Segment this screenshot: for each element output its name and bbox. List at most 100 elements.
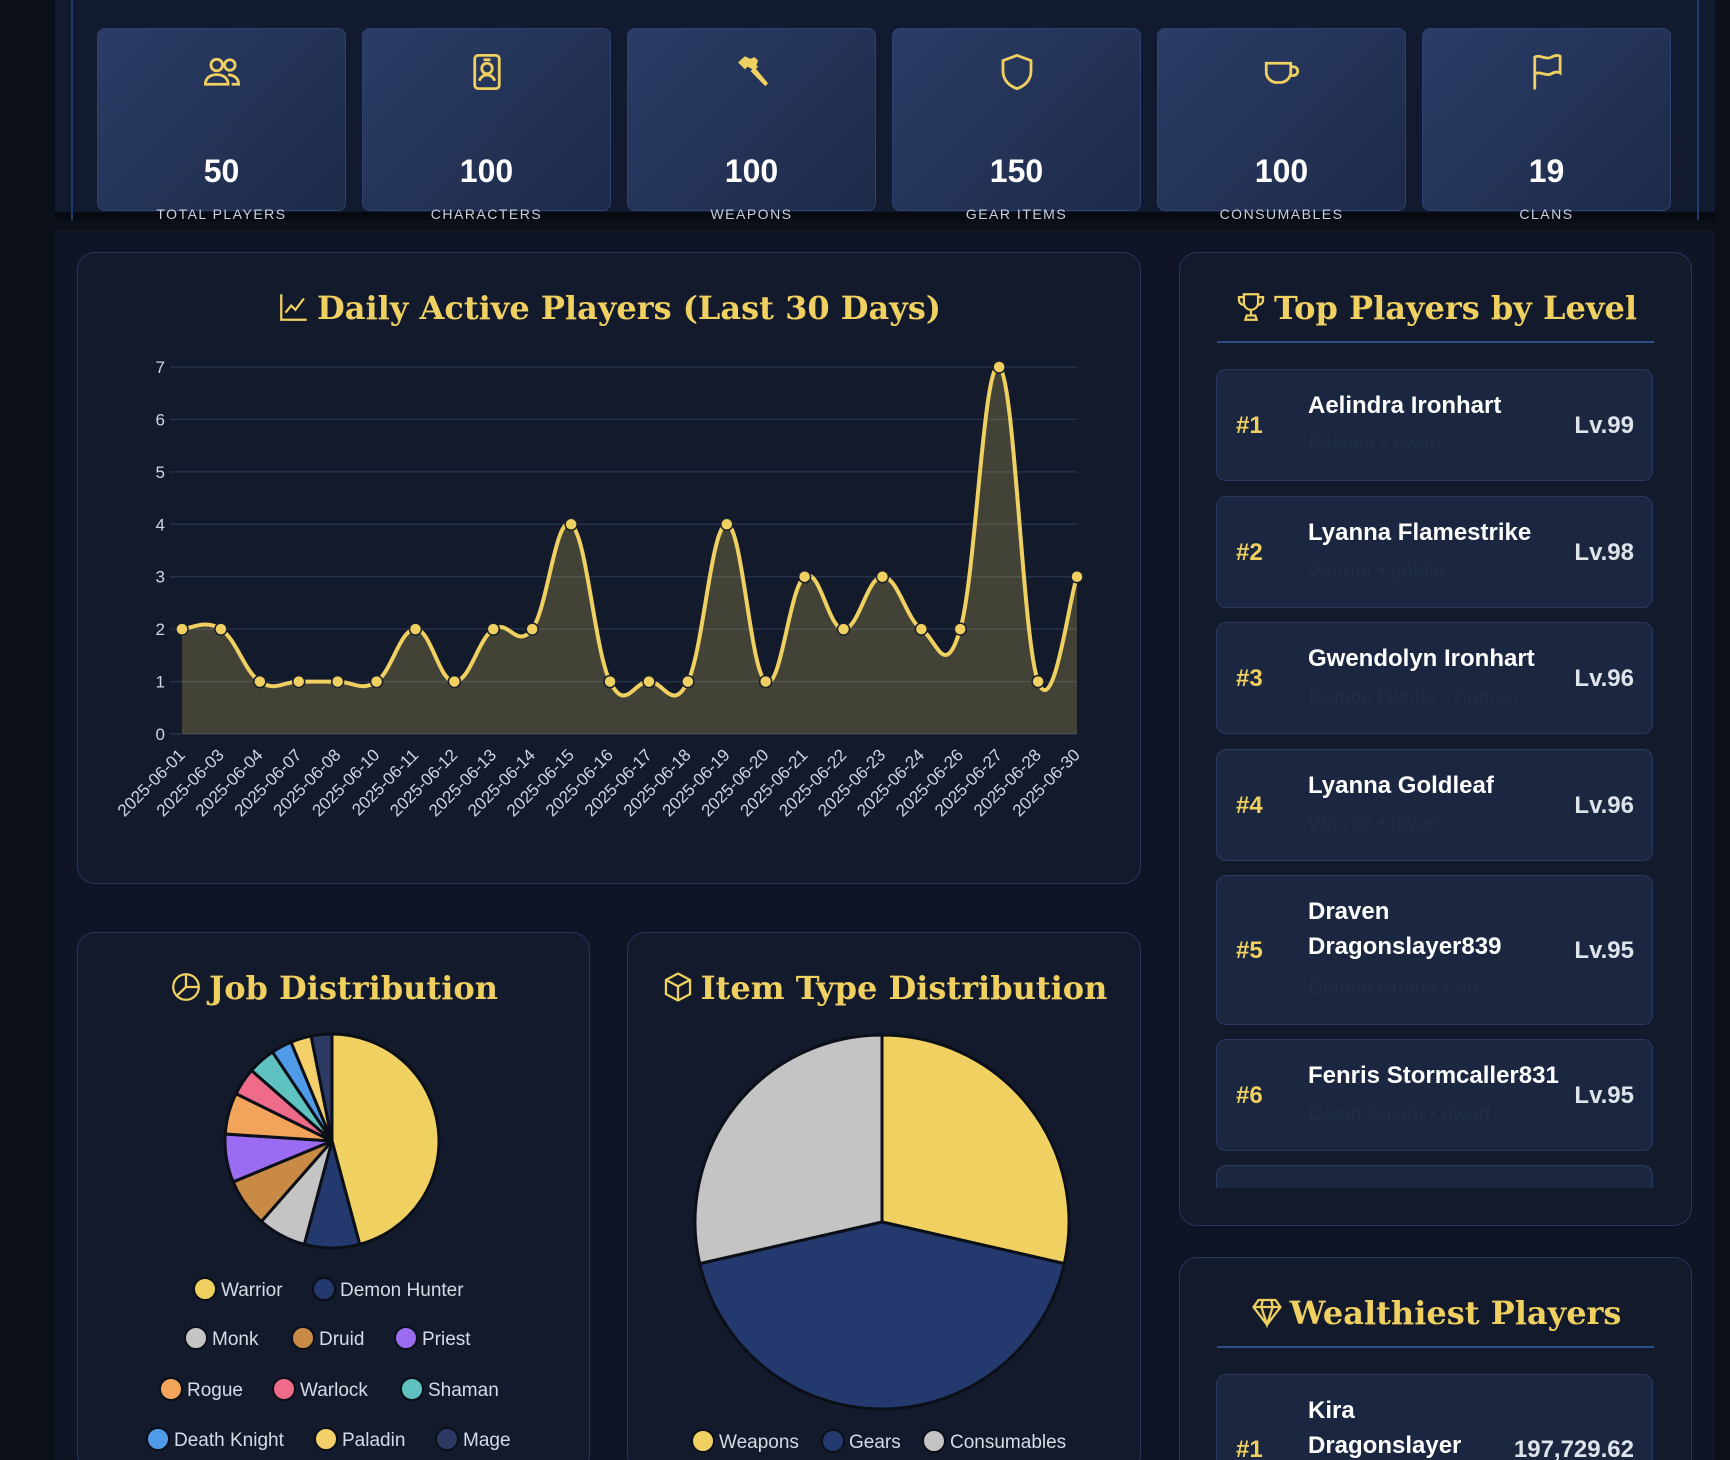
data-point[interactable] (408, 622, 423, 636)
wealth-amount: 197,729.62 (1513, 1436, 1634, 1460)
y-tick-label: 4 (156, 515, 165, 534)
mug-icon (1264, 61, 1299, 84)
data-point[interactable] (875, 569, 890, 584)
player-card[interactable]: #3 Gwendolyn Ironhart Demon Hunter • hum… (1216, 622, 1653, 734)
player-name: Lyanna Goldleaf (1308, 772, 1494, 799)
data-point[interactable] (797, 569, 812, 584)
data-point[interactable] (914, 622, 929, 636)
player-rank: #6 (1236, 1082, 1263, 1109)
data-point[interactable] (291, 674, 306, 689)
stat-card-characters: 100 CHARACTERS (362, 28, 611, 222)
line-chart-icon (280, 294, 307, 321)
player-name: Gwendolyn Ironhart (1308, 645, 1535, 672)
legend-item[interactable]: Consumables (922, 1429, 1066, 1454)
legend-item[interactable]: Rogue (159, 1377, 243, 1402)
data-point[interactable] (603, 674, 617, 689)
pie-slice[interactable] (309, 1032, 334, 1142)
stat-value: 150 (989, 153, 1044, 189)
player-card[interactable]: #2 Lyanna Flamestrike Warrior • goblin L… (1216, 496, 1653, 608)
data-point[interactable] (486, 622, 501, 636)
player-rank: #5 (1236, 937, 1263, 964)
job-distribution-panel: Job Distribution (77, 932, 590, 1460)
stat-label: CONSUMABLES (1219, 206, 1344, 222)
data-point[interactable] (992, 360, 1006, 374)
stat-value: 100 (459, 153, 514, 189)
stat-value: 100 (724, 153, 779, 189)
player-rank: #4 (1236, 792, 1263, 819)
legend-label: Shaman (428, 1380, 499, 1401)
player-subtitle: Death Knight • dwarf (1308, 1103, 1491, 1125)
data-point[interactable] (681, 674, 695, 689)
pie-slice[interactable] (330, 1032, 441, 1247)
data-point[interactable] (720, 517, 734, 532)
stats-container (71, 0, 1699, 220)
users-icon (203, 57, 240, 86)
data-point[interactable] (330, 674, 345, 689)
data-point[interactable] (758, 674, 773, 689)
wealth-card[interactable]: #1 Kira Dragonslayer 197,729.62 (1216, 1374, 1653, 1460)
legend-item[interactable]: Gears (821, 1429, 901, 1454)
legend-item[interactable]: Paladin (314, 1427, 405, 1452)
daily-active-panel: Daily Active Players (Last 30 Days) (77, 252, 1141, 884)
y-tick-label: 6 (156, 410, 165, 429)
legend-item[interactable]: Weapons (691, 1429, 799, 1454)
top-players-title: Top Players by Level (1180, 289, 1691, 327)
legend-item[interactable]: Druid (291, 1326, 364, 1351)
data-point[interactable] (175, 622, 189, 636)
data-point[interactable] (642, 674, 656, 689)
player-card-partial[interactable] (1216, 1165, 1653, 1188)
y-tick-label: 1 (156, 673, 165, 692)
legend-item[interactable]: Demon Hunter (312, 1277, 464, 1302)
data-point[interactable] (447, 674, 462, 689)
legend-item[interactable]: Death Knight (146, 1427, 284, 1452)
legend-item[interactable]: Shaman (400, 1377, 499, 1402)
legend-label: Mage (463, 1430, 511, 1451)
player-card[interactable]: #6 Fenris Stormcaller831 Death Knight • … (1216, 1039, 1653, 1151)
player-subtitle: Demon Hunter • human (1308, 686, 1518, 708)
player-card[interactable]: #5 Draven Dragonslayer839 Demon Hunter •… (1216, 875, 1653, 1025)
legend-label: Weapons (719, 1432, 799, 1453)
legend-swatch (184, 1326, 208, 1350)
player-card[interactable]: #1 Aelindra Ironhart Paladin • dwarf Lv.… (1216, 369, 1653, 481)
legend-swatch (291, 1326, 315, 1350)
legend-item[interactable]: Warlock (272, 1377, 368, 1402)
legend-label: Priest (422, 1329, 471, 1350)
player-level: Lv.99 (1574, 412, 1634, 439)
pie-slice[interactable] (693, 1033, 884, 1266)
stat-value: 50 (203, 153, 240, 189)
data-point[interactable] (564, 517, 578, 532)
player-level: Lv.96 (1574, 665, 1634, 692)
data-point[interactable] (369, 674, 384, 689)
y-tick-label: 2 (156, 620, 165, 639)
legend-swatch (312, 1277, 336, 1301)
stat-label: TOTAL PLAYERS (156, 206, 287, 222)
legend-label: Rogue (187, 1380, 243, 1401)
player-name: Lyanna Flamestrike (1308, 519, 1532, 546)
data-point[interactable] (214, 622, 228, 636)
legend-item[interactable]: Mage (435, 1427, 511, 1452)
stat-card-consumables: 100 CONSUMABLES (1157, 28, 1406, 222)
data-point[interactable] (253, 674, 267, 689)
legend-item[interactable]: Warrior (193, 1277, 283, 1302)
wealthiest-title: Wealthiest Players (1180, 1294, 1691, 1332)
legend-item[interactable]: Monk (184, 1326, 258, 1351)
data-point[interactable] (836, 622, 851, 636)
player-level: Lv.96 (1574, 792, 1634, 819)
title-underline (1217, 1346, 1654, 1348)
player-name: Draven Dragonslayer839 (1308, 898, 1502, 960)
data-point[interactable] (953, 622, 968, 636)
data-point[interactable] (525, 622, 539, 636)
trophy-icon (1237, 293, 1265, 321)
data-point[interactable] (1031, 674, 1045, 689)
pie-slice[interactable] (697, 1220, 1067, 1411)
player-subtitle: Paladin • dwarf (1308, 433, 1442, 455)
data-point[interactable] (1070, 569, 1084, 584)
pie-slice[interactable] (880, 1033, 1071, 1266)
legend-item[interactable]: Priest (394, 1326, 471, 1351)
stat-label: GEAR ITEMS (965, 206, 1068, 222)
legend-swatch (159, 1377, 183, 1401)
y-tick-label: 5 (156, 463, 165, 482)
player-card[interactable]: #4 Lyanna Goldleaf Warrior • dwarf Lv.96 (1216, 749, 1653, 861)
legend-swatch (146, 1427, 170, 1451)
player-level: Lv.95 (1574, 937, 1634, 964)
